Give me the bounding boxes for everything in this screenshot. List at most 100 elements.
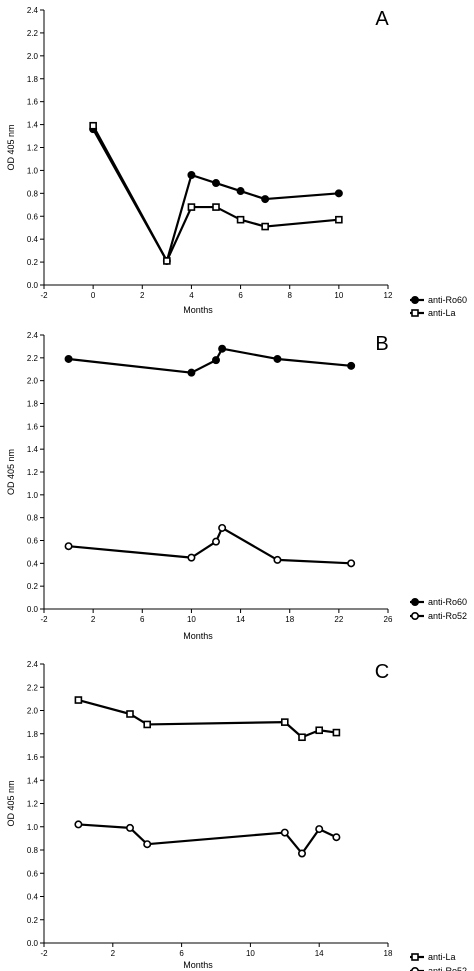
data-point	[273, 555, 282, 564]
y-tick-label: 0.6	[27, 212, 39, 221]
series-anti-la: anti-La	[74, 696, 456, 962]
panel-label: A	[375, 8, 389, 30]
data-point	[64, 542, 73, 551]
series-anti-ro60: anti-Ro60	[89, 125, 467, 305]
panel-label: C	[375, 661, 389, 683]
data-point	[347, 361, 356, 370]
legend-label: anti-Ro60	[428, 597, 467, 607]
data-point	[261, 195, 270, 204]
data-point	[218, 344, 227, 353]
data-point	[74, 820, 83, 829]
y-tick-label: 0.2	[27, 582, 39, 591]
data-point	[187, 203, 196, 211]
x-tick-label: 12	[384, 291, 393, 300]
chart-panel-b: 0.0 0.2 0.4 0.6 0.8 1.0 1.2 1.4 1.6 1.8 2.0 2.2 2.4 -…	[6, 331, 467, 641]
y-tick-label: 0.6	[27, 537, 39, 546]
y-tick-label: 2.0	[27, 52, 39, 61]
series-anti-ro52: anti-Ro52	[64, 523, 467, 621]
legend-swatch-marker	[411, 296, 419, 304]
data-point	[143, 840, 152, 849]
y-tick-label: 1.0	[27, 491, 39, 500]
data-point	[315, 825, 324, 834]
series-line	[68, 526, 352, 565]
legend-swatch-marker	[411, 953, 419, 961]
y-tick-label: 2.2	[27, 683, 39, 692]
x-tick-label: 10	[334, 291, 343, 300]
x-tick-label: 6	[179, 949, 184, 958]
legend-label: anti-La	[428, 308, 456, 318]
data-point	[298, 733, 306, 742]
y-tick-label: 0.0	[27, 605, 39, 614]
data-point	[143, 720, 151, 729]
data-point	[163, 257, 171, 265]
series-line	[78, 698, 337, 739]
y-tick-label: 2.4	[27, 660, 39, 669]
y-tick-label: 0.8	[27, 514, 39, 523]
data-point	[273, 354, 282, 363]
x-tick-label: 0	[91, 291, 96, 300]
y-tick-label: 0.0	[27, 281, 39, 290]
legend-swatch-marker	[411, 309, 419, 317]
y-axis-label: OD 405 nm	[6, 449, 16, 495]
data-point	[236, 215, 245, 224]
x-tick-label: 2	[140, 291, 145, 300]
y-tick-label: 2.0	[27, 707, 39, 716]
y-tick-label: 1.8	[27, 400, 39, 409]
y-tick-label: 1.4	[27, 776, 39, 785]
x-tick-label: 22	[334, 615, 343, 624]
data-point	[89, 121, 97, 130]
data-point	[218, 523, 227, 532]
y-tick-label: 0.6	[27, 869, 39, 878]
data-point	[332, 833, 341, 842]
y-tick-label: 0.4	[27, 559, 39, 568]
y-tick-label: 1.0	[27, 823, 39, 832]
series-line	[68, 347, 352, 374]
x-tick-label: -2	[40, 291, 48, 300]
data-point	[212, 203, 220, 211]
data-point	[126, 823, 135, 832]
y-axis-label: OD 405 nm	[6, 780, 16, 826]
data-point	[187, 171, 196, 179]
x-axis-label: Months	[183, 960, 213, 970]
data-point	[335, 215, 343, 224]
y-tick-label: 0.8	[27, 846, 39, 855]
legend-label: anti-Ro60	[428, 295, 467, 305]
y-tick-label: 2.2	[27, 354, 39, 363]
y-tick-label: 2.2	[27, 29, 39, 38]
y-tick-label: 2.0	[27, 377, 39, 386]
data-point	[280, 718, 289, 726]
y-tick-label: 1.2	[27, 468, 39, 477]
x-tick-label: 2	[111, 949, 116, 958]
legend-swatch-marker	[411, 598, 419, 606]
series-line	[92, 125, 339, 263]
legend-label: anti-Ro52	[428, 611, 467, 621]
y-tick-label: 1.6	[27, 422, 39, 431]
y-tick-label: 1.4	[27, 445, 39, 454]
y-tick-label: 2.4	[27, 331, 39, 340]
y-tick-label: 1.4	[27, 121, 39, 130]
data-point	[280, 828, 289, 837]
data-point	[212, 356, 220, 365]
data-point	[64, 354, 73, 363]
x-tick-label: 8	[287, 291, 292, 300]
chart-panel-c: 0.0 0.2 0.4 0.6 0.8 1.0 1.2 1.4 1.6 1.8 2.0 2.2 2.4 -…	[6, 660, 467, 971]
x-tick-label: 14	[236, 615, 245, 624]
y-tick-label: 1.2	[27, 144, 39, 153]
data-point	[334, 189, 343, 198]
y-tick-label: 1.0	[27, 166, 39, 175]
y-tick-label: 0.2	[27, 916, 39, 925]
x-axis-label: Months	[183, 631, 213, 641]
data-point	[74, 696, 83, 704]
data-point	[126, 710, 134, 718]
x-tick-label: 4	[189, 291, 194, 300]
panel-label: B	[375, 333, 388, 355]
y-tick-label: 0.2	[27, 258, 39, 267]
series-line	[78, 823, 337, 855]
series-anti-ro60: anti-Ro60	[64, 344, 467, 607]
data-point	[332, 728, 341, 737]
legend-label: anti-Ro52	[428, 966, 467, 971]
data-point	[297, 849, 306, 858]
data-point	[347, 559, 356, 568]
chart-panel-a: 0.0 0.2 0.4 0.6 0.8 1.0 1.2 1.4 1.6 1.8 2.0 2.2 2.4 -…	[6, 6, 467, 318]
